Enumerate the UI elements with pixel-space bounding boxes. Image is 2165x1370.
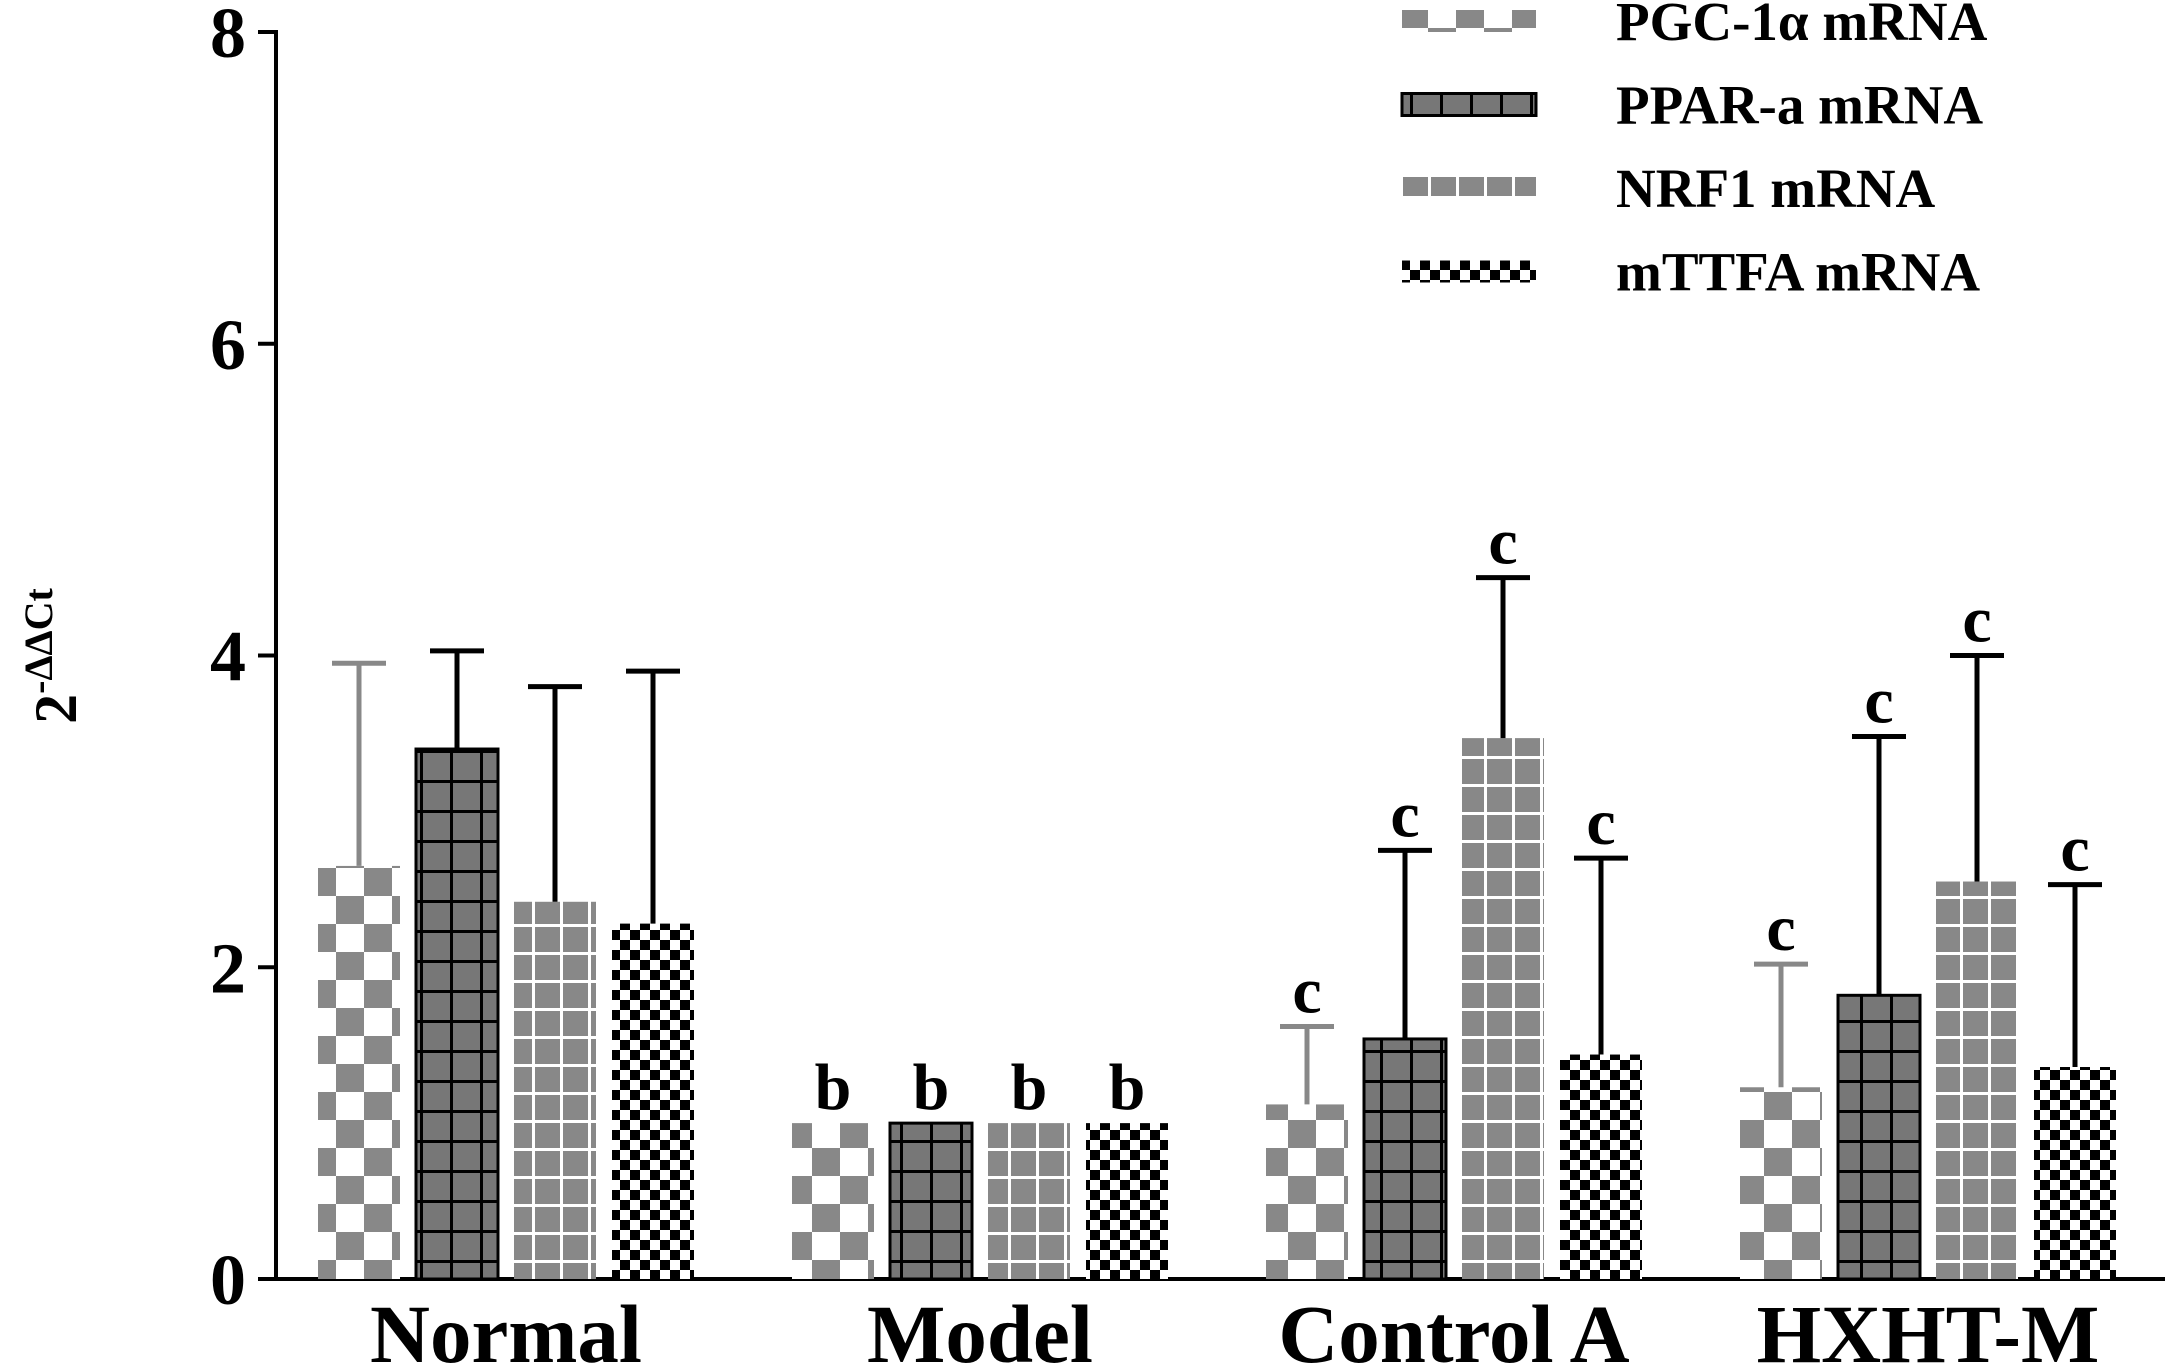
legend-swatch	[1402, 177, 1536, 199]
significance-label: c	[2060, 813, 2089, 886]
error-bar	[430, 648, 484, 750]
bar	[414, 747, 500, 1281]
significance-label: b	[913, 1051, 950, 1124]
bar	[318, 865, 400, 1279]
bar	[1560, 1054, 1642, 1279]
significance-label: c	[1292, 954, 1321, 1027]
bar	[792, 1123, 874, 1279]
error-bar	[1574, 855, 1628, 1055]
error-bar	[626, 668, 680, 924]
legend-label: NRF1 mRNA	[1616, 158, 1936, 219]
y-tick-label: 6	[210, 305, 246, 385]
y-label-base: 2	[23, 694, 89, 724]
significance-label: c	[1864, 665, 1893, 738]
significance-label: c	[1962, 584, 1991, 657]
error-bar	[332, 660, 386, 866]
bar	[612, 923, 694, 1279]
y-tick-label: 2	[210, 928, 246, 1008]
bar	[988, 1123, 1070, 1279]
bar	[1740, 1087, 1822, 1279]
error-bar	[1852, 734, 1906, 996]
significance-label: b	[1109, 1051, 1146, 1124]
legend-swatch	[1402, 260, 1536, 283]
error-bar	[1950, 653, 2004, 882]
x-tick-label: HXHT-M	[1757, 1288, 2100, 1370]
x-tick-label: Model	[867, 1288, 1093, 1370]
significance-label: c	[1390, 778, 1419, 851]
y-tick-label: 0	[210, 1240, 246, 1320]
error-bar	[1754, 961, 1808, 1088]
bar	[2034, 1067, 2116, 1279]
bar	[1266, 1104, 1348, 1279]
y-tick-label: 4	[210, 617, 246, 697]
bar	[514, 901, 596, 1279]
error-bar	[528, 684, 582, 902]
significance-label: c	[1766, 892, 1795, 965]
bar	[1462, 738, 1544, 1279]
y-tick-label: 8	[210, 0, 246, 73]
bar	[1836, 993, 1922, 1281]
x-tick-label: Control A	[1278, 1288, 1629, 1370]
y-label-exponent: -ΔΔCt	[16, 587, 61, 693]
y-axis-label: 2-ΔΔCt	[16, 587, 89, 723]
bar	[888, 1121, 974, 1281]
x-tick-label: Normal	[370, 1288, 642, 1370]
significance-label: c	[1586, 786, 1615, 859]
bar	[1086, 1123, 1168, 1279]
error-bar	[2048, 882, 2102, 1068]
bar	[1936, 881, 2018, 1279]
legend-label: mTTFA mRNA	[1616, 242, 1980, 303]
legend-swatch	[1400, 92, 1538, 117]
error-bar	[1476, 575, 1530, 739]
significance-label: c	[1488, 506, 1517, 579]
legend-swatch	[1402, 10, 1536, 32]
bar	[1362, 1037, 1448, 1281]
significance-label: b	[1011, 1051, 1048, 1124]
error-bar	[1280, 1023, 1334, 1105]
significance-label: b	[815, 1051, 852, 1124]
legend-label: PPAR-a mRNA	[1616, 75, 1983, 136]
error-bar	[1378, 847, 1432, 1039]
legend-label: PGC-1α mRNA	[1616, 0, 1988, 52]
